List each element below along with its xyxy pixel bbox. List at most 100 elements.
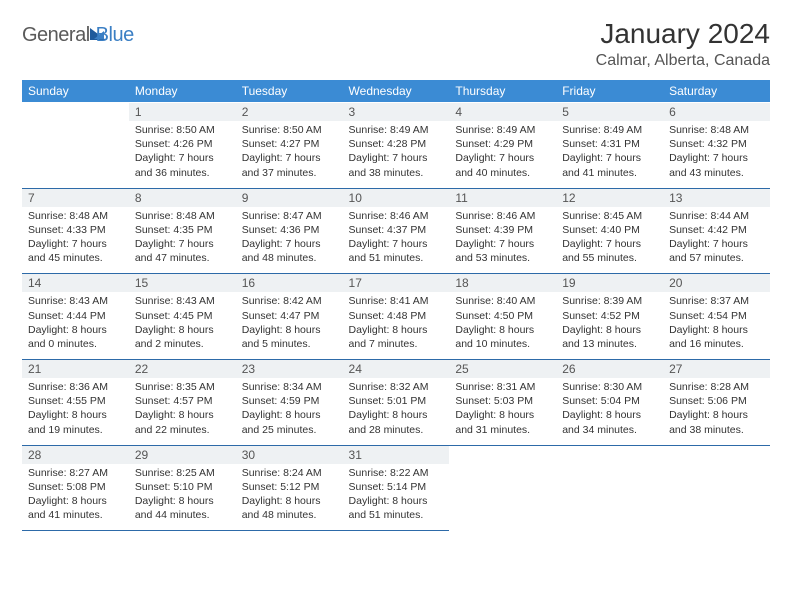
day-cell: Sunrise: 8:48 AMSunset: 4:35 PMDaylight:… [129, 207, 236, 274]
sunset-text: Sunset: 4:55 PM [28, 394, 123, 408]
day-number: 8 [129, 188, 236, 207]
day-cell: Sunrise: 8:47 AMSunset: 4:36 PMDaylight:… [236, 207, 343, 274]
day-cell: Sunrise: 8:45 AMSunset: 4:40 PMDaylight:… [556, 207, 663, 274]
weekday-header: Sunday [22, 80, 129, 103]
day-number: 6 [663, 103, 770, 122]
sunrise-text: Sunrise: 8:41 AM [349, 294, 444, 308]
sunrise-text: Sunrise: 8:27 AM [28, 466, 123, 480]
sunset-text: Sunset: 5:01 PM [349, 394, 444, 408]
day-number: 3 [343, 103, 450, 122]
day-cell: Sunrise: 8:44 AMSunset: 4:42 PMDaylight:… [663, 207, 770, 274]
day-number: 31 [343, 445, 450, 464]
day-cell: Sunrise: 8:49 AMSunset: 4:31 PMDaylight:… [556, 121, 663, 188]
day-data-row: Sunrise: 8:48 AM Sunset: 4:33 PM Daylight:… [22, 207, 770, 274]
sunrise-text: Sunrise: 8:50 AM [135, 123, 230, 137]
daylight-text: Daylight: 8 hours and 25 minutes. [242, 408, 337, 436]
day-cell: Sunrise: 8:46 AMSunset: 4:39 PMDaylight:… [449, 207, 556, 274]
sunrise-text: Sunrise: 8:28 AM [669, 380, 764, 394]
daylight-text: Daylight: 8 hours and 22 minutes. [135, 408, 230, 436]
day-number: 22 [129, 360, 236, 379]
sunrise-text: Sunrise: 8:43 AM [135, 294, 230, 308]
sunset-text: Sunset: 4:27 PM [242, 137, 337, 151]
day-number: 20 [663, 274, 770, 293]
sunrise-text: Sunrise: 8:31 AM [455, 380, 550, 394]
weekday-header: Thursday [449, 80, 556, 103]
sunrise-text: Sunrise: 8:44 AM [669, 209, 764, 223]
sunset-text: Sunset: 4:35 PM [135, 223, 230, 237]
sunrise-text: Sunrise: 8:49 AM [562, 123, 657, 137]
day-number: 25 [449, 360, 556, 379]
day-cell: Sunrise: 8:24 AMSunset: 5:12 PMDaylight:… [236, 464, 343, 531]
logo: General Blue [22, 24, 134, 47]
sunrise-text: Sunrise: 8:48 AM [669, 123, 764, 137]
sunrise-text: Sunrise: 8:47 AM [242, 209, 337, 223]
daylight-text: Daylight: 8 hours and 41 minutes. [28, 494, 123, 522]
sunset-text: Sunset: 4:57 PM [135, 394, 230, 408]
title-block: January 2024 Calmar, Alberta, Canada [596, 18, 770, 70]
sunset-text: Sunset: 4:47 PM [242, 309, 337, 323]
daylight-text: Daylight: 7 hours and 41 minutes. [562, 151, 657, 179]
day-number-row: 14151617181920 [22, 274, 770, 293]
day-cell: Sunrise: 8:30 AMSunset: 5:04 PMDaylight:… [556, 378, 663, 445]
day-number: 29 [129, 445, 236, 464]
day-cell: Sunrise: 8:48 AMSunset: 4:32 PMDaylight:… [663, 121, 770, 188]
daylight-text: Daylight: 8 hours and 5 minutes. [242, 323, 337, 351]
sunset-text: Sunset: 5:08 PM [28, 480, 123, 494]
sunset-text: Sunset: 5:10 PM [135, 480, 230, 494]
day-number: 24 [343, 360, 450, 379]
sunset-text: Sunset: 4:36 PM [242, 223, 337, 237]
weekday-header: Wednesday [343, 80, 450, 103]
sunset-text: Sunset: 4:33 PM [28, 223, 123, 237]
day-number: 28 [22, 445, 129, 464]
sunrise-text: Sunrise: 8:48 AM [135, 209, 230, 223]
day-cell: Sunrise: 8:37 AMSunset: 4:54 PMDaylight:… [663, 292, 770, 359]
day-number: 16 [236, 274, 343, 293]
day-number: 17 [343, 274, 450, 293]
sunset-text: Sunset: 4:31 PM [562, 137, 657, 151]
sunrise-text: Sunrise: 8:32 AM [349, 380, 444, 394]
sunset-text: Sunset: 4:45 PM [135, 309, 230, 323]
day-number: 4 [449, 103, 556, 122]
day-cell: Sunrise: 8:31 AMSunset: 5:03 PMDaylight:… [449, 378, 556, 445]
sunset-text: Sunset: 4:37 PM [349, 223, 444, 237]
day-cell: Sunrise: 8:40 AMSunset: 4:50 PMDaylight:… [449, 292, 556, 359]
day-data-row: Sunrise: 8:43 AMSunset: 4:44 PMDaylight:… [22, 292, 770, 359]
day-cell: Sunrise: 8:50 AMSunset: 4:26 PMDaylight:… [129, 121, 236, 188]
day-number: 18 [449, 274, 556, 293]
sunrise-text: Sunrise: 8:24 AM [242, 466, 337, 480]
day-cell: Sunrise: 8:49 AMSunset: 4:28 PMDaylight:… [343, 121, 450, 188]
day-number: 27 [663, 360, 770, 379]
day-cell: Sunrise: 8:49 AMSunset: 4:29 PMDaylight:… [449, 121, 556, 188]
day-cell: Sunrise: 8:43 AMSunset: 4:45 PMDaylight:… [129, 292, 236, 359]
sunset-text: Sunset: 4:48 PM [349, 309, 444, 323]
day-number: 19 [556, 274, 663, 293]
day-cell: Sunrise: 8:32 AMSunset: 5:01 PMDaylight:… [343, 378, 450, 445]
day-number: 14 [22, 274, 129, 293]
day-number: 1 [129, 103, 236, 122]
header: General Blue January 2024 Calmar, Albert… [22, 18, 770, 70]
day-data-row: Sunrise: 8:50 AMSunset: 4:26 PMDaylight:… [22, 121, 770, 188]
sunrise-text: Sunrise: 8:45 AM [562, 209, 657, 223]
daylight-text: Daylight: 8 hours and 13 minutes. [562, 323, 657, 351]
sunrise-text: Sunrise: 8:36 AM [28, 380, 123, 394]
daylight-text: Daylight: 7 hours and 57 minutes. [669, 237, 764, 265]
daylight-text: Daylight: 8 hours and 44 minutes. [135, 494, 230, 522]
day-cell: Sunrise: 8:22 AMSunset: 5:14 PMDaylight:… [343, 464, 450, 531]
day-number: 7 [22, 188, 129, 207]
sunrise-text: Sunrise: 8:34 AM [242, 380, 337, 394]
sunrise-text: Sunrise: 8:25 AM [135, 466, 230, 480]
day-cell: Sunrise: 8:39 AMSunset: 4:52 PMDaylight:… [556, 292, 663, 359]
daylight-text: Daylight: 7 hours and 53 minutes. [455, 237, 550, 265]
sunset-text: Sunset: 4:42 PM [669, 223, 764, 237]
sunrise-text: Sunrise: 8:22 AM [349, 466, 444, 480]
day-cell: Sunrise: 8:46 AMSunset: 4:37 PMDaylight:… [343, 207, 450, 274]
sunset-text: Sunset: 4:39 PM [455, 223, 550, 237]
day-data-row: Sunrise: 8:27 AMSunset: 5:08 PMDaylight:… [22, 464, 770, 531]
sunset-text: Sunset: 4:29 PM [455, 137, 550, 151]
sunset-text: Sunset: 5:04 PM [562, 394, 657, 408]
day-number: 2 [236, 103, 343, 122]
month-title: January 2024 [596, 18, 770, 50]
day-cell [22, 121, 129, 188]
sunset-text: Sunset: 4:54 PM [669, 309, 764, 323]
day-number: 12 [556, 188, 663, 207]
